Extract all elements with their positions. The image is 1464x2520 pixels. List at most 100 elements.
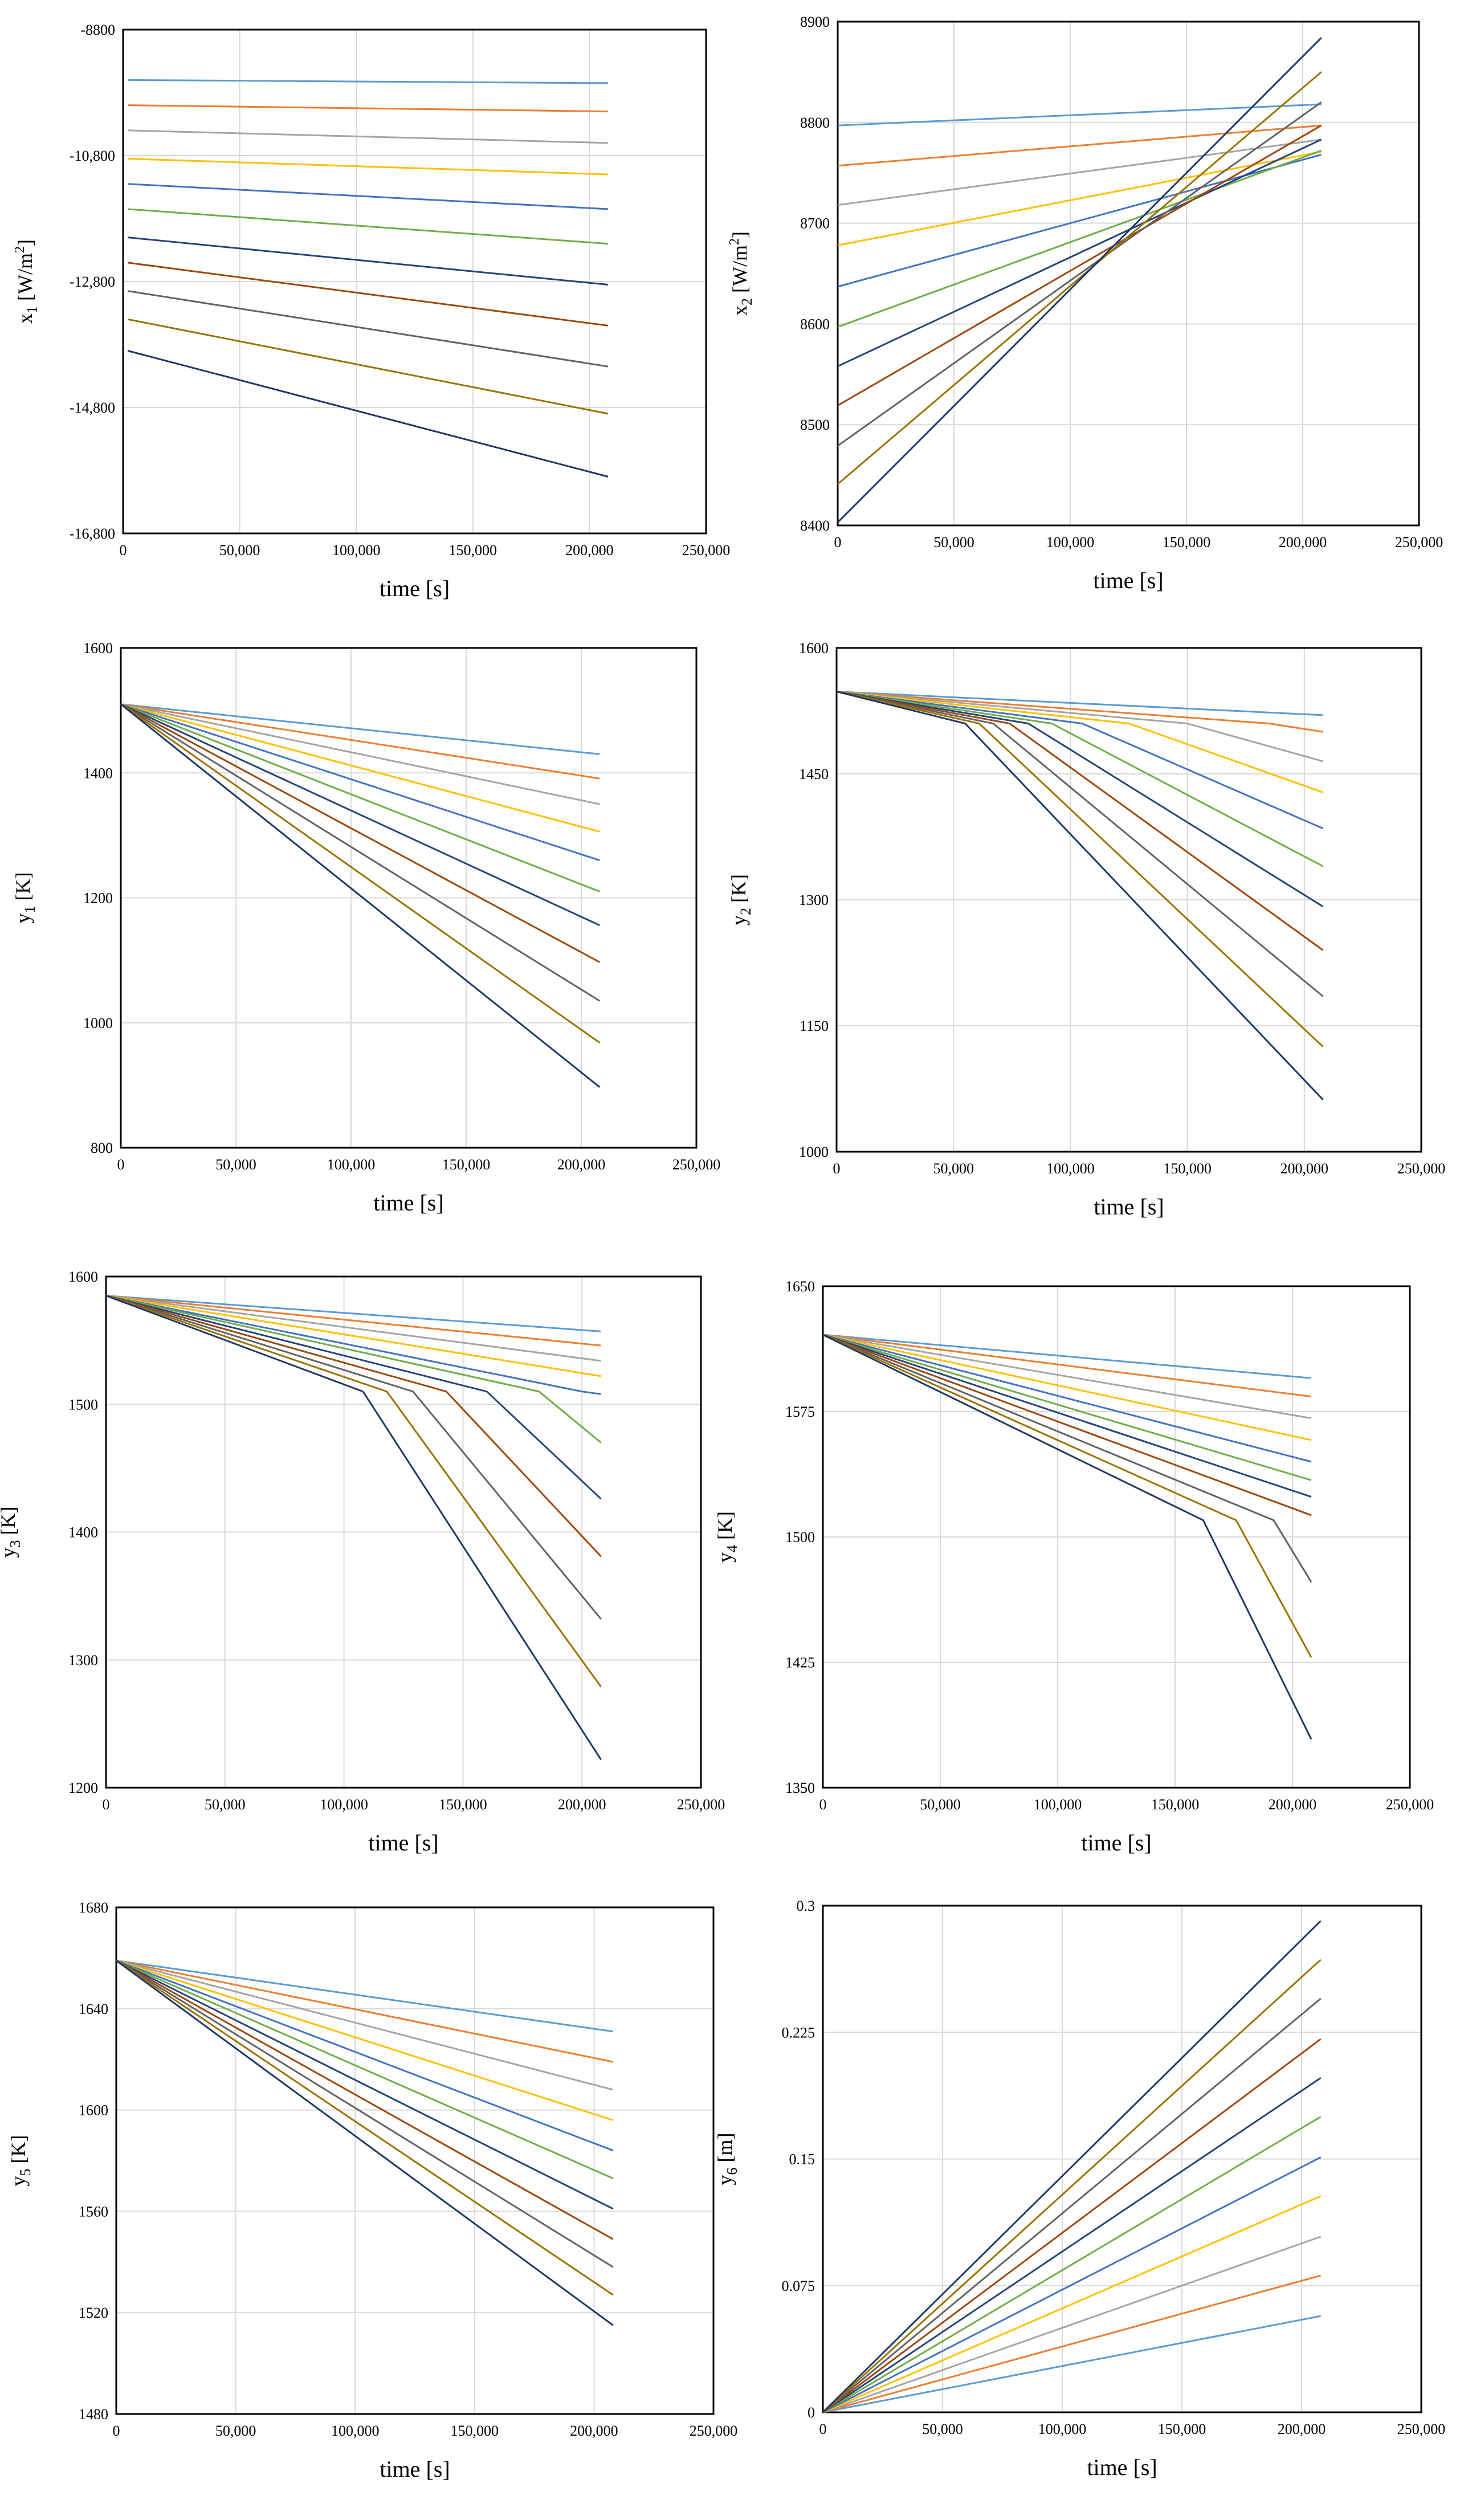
series-line: [127, 290, 609, 368]
y-tick-label: -8800: [80, 22, 115, 38]
x-tick-label: 50,000: [922, 2421, 963, 2437]
series-line: [822, 2315, 1321, 2413]
y-tick-label: 1350: [785, 1780, 815, 1796]
x-tick-label: 150,000: [442, 1156, 491, 1173]
plot-border: [835, 647, 1422, 1153]
y-tick-label: 1600: [799, 640, 829, 656]
y-tick-label: 1650: [785, 1278, 815, 1295]
x-axis-title: time [s]: [1093, 568, 1163, 593]
x-tick-label: 50,000: [215, 2423, 256, 2439]
x-tick-label: 50,000: [933, 1160, 974, 1177]
y-tick-label: 1500: [68, 1396, 98, 1413]
series-line: [836, 691, 1324, 997]
x-tick-label: 0: [103, 1796, 110, 1813]
series-line: [836, 691, 1324, 1100]
y-tick-label: 1500: [785, 1529, 815, 1546]
y-tick-label: 1600: [83, 640, 113, 656]
series-line: [116, 1960, 614, 2296]
y-tick-label: 8900: [800, 14, 830, 30]
y-tick-label: 8400: [800, 517, 830, 534]
series-line: [822, 1334, 1312, 1498]
series-line: [128, 236, 609, 286]
series-line: [837, 71, 1322, 485]
series-line: [837, 150, 1322, 246]
series-line: [837, 138, 1322, 368]
plot-area: [837, 21, 1420, 527]
series-line: [836, 691, 1324, 793]
chart-x1: 0 50,000 100,000 150,000 200,000 250,000 -16,8…: [13, 22, 731, 601]
series-line: [836, 691, 1324, 908]
x-tick-label: 250,000: [690, 2423, 738, 2439]
series-line: [116, 1959, 614, 2033]
x-axis-title: time [s]: [380, 576, 450, 601]
plot-border: [822, 1285, 1411, 1789]
series-line: [105, 1295, 601, 1377]
x-tick-label: 250,000: [682, 542, 731, 558]
y-tick-label: 1000: [83, 1015, 113, 1031]
series-line: [128, 208, 609, 245]
x-axis-title: time [s]: [1081, 1830, 1151, 1856]
x-tick-label: 200,000: [1281, 1160, 1329, 1177]
x-tick-label: 200,000: [558, 1796, 606, 1813]
y-axis-title: y2 [K]: [727, 874, 754, 925]
y-tick-label: -14,800: [70, 399, 115, 416]
series-line: [837, 101, 1322, 447]
x-tick-label: 150,000: [1163, 534, 1211, 551]
series-line: [120, 703, 601, 963]
x-tick-label: 100,000: [1038, 2421, 1087, 2437]
y-tick-label: 1300: [799, 892, 829, 908]
x-tick-label: 0: [833, 1160, 841, 1177]
y-tick-label: 1450: [799, 766, 829, 782]
y-axis-title: x2 [W/m2]: [727, 231, 755, 316]
series-line: [116, 1959, 614, 2091]
x-tick-label: 0: [120, 542, 127, 558]
x-tick-label: 0: [834, 534, 842, 551]
series-line: [836, 691, 1324, 762]
series-line: [822, 1334, 1312, 1463]
plot-border: [105, 1275, 702, 1789]
series-line: [127, 318, 609, 415]
series-line: [116, 1960, 614, 2326]
series-line: [128, 158, 609, 176]
x-tick-label: 100,000: [1034, 1796, 1082, 1813]
x-tick-label: 150,000: [439, 1796, 487, 1813]
series-line: [105, 1295, 602, 1500]
series-line: [116, 1959, 614, 2240]
x-tick-label: 250,000: [1395, 534, 1443, 551]
y-tick-label: 1400: [83, 765, 113, 781]
series-line: [120, 703, 601, 1044]
plot-border: [122, 28, 707, 535]
series-line: [105, 1295, 601, 1395]
series-line: [837, 124, 1322, 406]
x-tick-label: 150,000: [1151, 1796, 1200, 1813]
y-axis-title: y4 [K]: [713, 1511, 740, 1563]
series-line: [836, 691, 1324, 867]
x-tick-label: 100,000: [331, 2423, 380, 2439]
chart-x2: 0 50,000 100,000 150,000 200,000 250,000 8400 8…: [727, 14, 1443, 593]
series-line: [822, 2195, 1322, 2413]
x-axis-title: time [s]: [1094, 1194, 1164, 1220]
series-line: [822, 2156, 1322, 2413]
series-line: [128, 79, 609, 84]
x-tick-label: 100,000: [327, 1156, 376, 1173]
y-axis-title: y5 [K]: [7, 2135, 34, 2187]
y-tick-label: 8500: [800, 417, 830, 433]
series-line: [127, 350, 609, 478]
y-tick-label: 1000: [799, 1144, 829, 1160]
series-line: [822, 2038, 1322, 2413]
x-tick-label: 100,000: [1046, 1160, 1095, 1177]
series-line: [822, 2077, 1322, 2413]
series-line: [822, 1334, 1312, 1420]
series-line: [822, 1334, 1312, 1481]
series-line: [105, 1295, 601, 1362]
series-line: [836, 691, 1323, 733]
series-line: [822, 1334, 1312, 1441]
y-tick-label: -12,800: [70, 274, 115, 290]
x-tick-label: 50,000: [933, 534, 974, 551]
series-line: [116, 1959, 614, 2121]
series-line: [822, 2236, 1322, 2413]
x-tick-label: 250,000: [1397, 1160, 1446, 1177]
plot-border: [120, 647, 698, 1149]
x-axis-title: time [s]: [373, 1190, 443, 1216]
series-line: [105, 1295, 602, 1444]
